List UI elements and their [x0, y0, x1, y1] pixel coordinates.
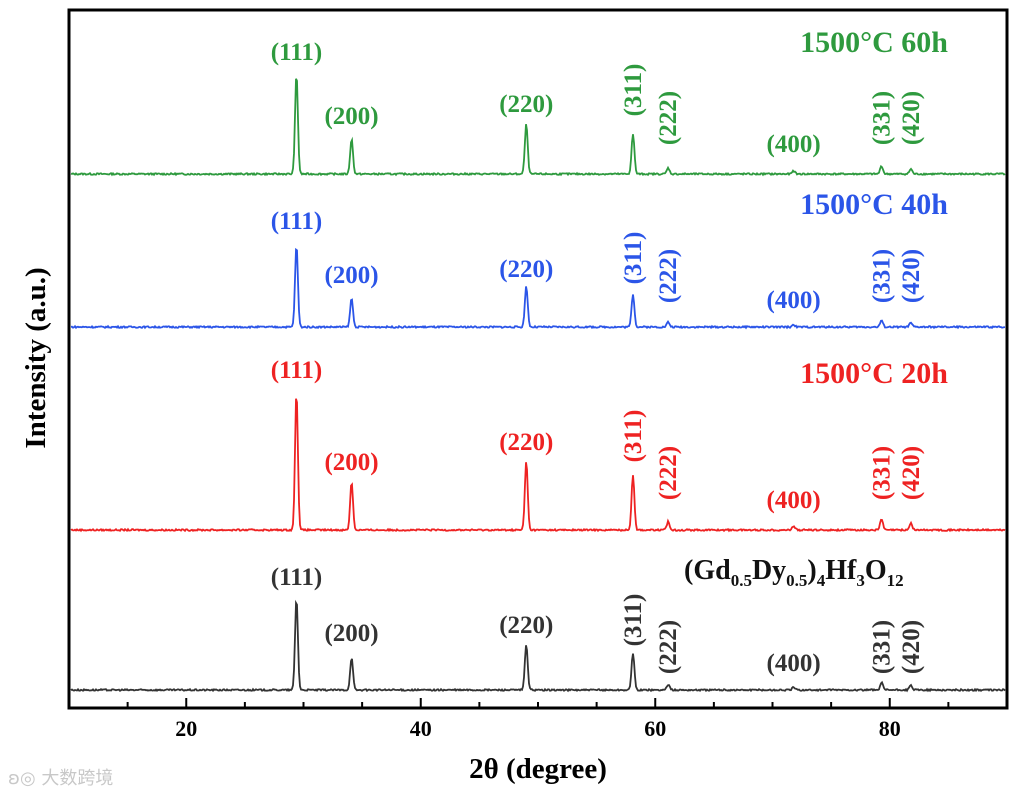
peak-label: (400) [767, 650, 821, 677]
x-tick-label: 60 [644, 716, 666, 741]
peak-label: (111) [271, 208, 322, 235]
peak-label: (400) [767, 287, 821, 314]
peak-label: (331) [869, 620, 896, 674]
peak-label: (311) [620, 232, 647, 285]
x-tick-label: 40 [410, 716, 432, 741]
peak-label: (111) [271, 564, 322, 591]
peak-label: (331) [869, 446, 896, 500]
y-axis-title: Intensity (a.u.) [20, 267, 52, 448]
series-label: 1500°C 40h [800, 188, 948, 221]
peak-label: (200) [324, 262, 378, 289]
series-label: 1500°C 20h [800, 357, 948, 390]
watermark: ʚ◎ 大数跨境 [8, 768, 114, 789]
peak-label: (311) [620, 594, 647, 647]
x-tick-label: 20 [175, 716, 197, 741]
x-tick-label: 80 [879, 716, 901, 741]
compound-formula: (Gd0.5Dy0.5)4Hf3O12 [684, 555, 904, 590]
peak-label: (220) [499, 91, 553, 118]
peak-label: (200) [324, 620, 378, 647]
peak-label: (400) [767, 487, 821, 514]
peak-label: (220) [499, 429, 553, 456]
peak-label: (311) [620, 64, 647, 117]
peak-label: (222) [655, 446, 682, 500]
peak-label: (420) [898, 91, 925, 145]
peak-label: (420) [898, 446, 925, 500]
peak-label: (111) [271, 357, 322, 384]
peak-label: (331) [869, 249, 896, 303]
trace-4 [70, 599, 1006, 693]
peak-label: (222) [655, 249, 682, 303]
peak-label: (331) [869, 91, 896, 145]
peak-label: (420) [898, 620, 925, 674]
peak-label: (111) [271, 39, 322, 66]
peak-label: (220) [499, 612, 553, 639]
peak-label: (400) [767, 131, 821, 158]
peak-label: (222) [655, 91, 682, 145]
peak-label: (220) [499, 256, 553, 283]
x-axis-title: 2θ (degree) [469, 753, 607, 785]
series-label: 1500°C 60h [800, 26, 948, 59]
traces [70, 78, 1006, 693]
trace-3 [70, 398, 1006, 533]
peak-label: (420) [898, 249, 925, 303]
watermark-icon: ʚ◎ [8, 768, 42, 789]
x-ticks: 20 40 60 80 [68, 698, 1008, 741]
peak-label: (311) [620, 410, 647, 463]
peak-label: (222) [655, 620, 682, 674]
trace-2 [70, 247, 1006, 330]
trace-1 [70, 78, 1006, 177]
peak-label: (200) [324, 449, 378, 476]
panel-labels: 1500°C 60h(111)(200) (220) (311)(222) (400)… [271, 26, 949, 677]
peak-label: (200) [324, 103, 378, 130]
